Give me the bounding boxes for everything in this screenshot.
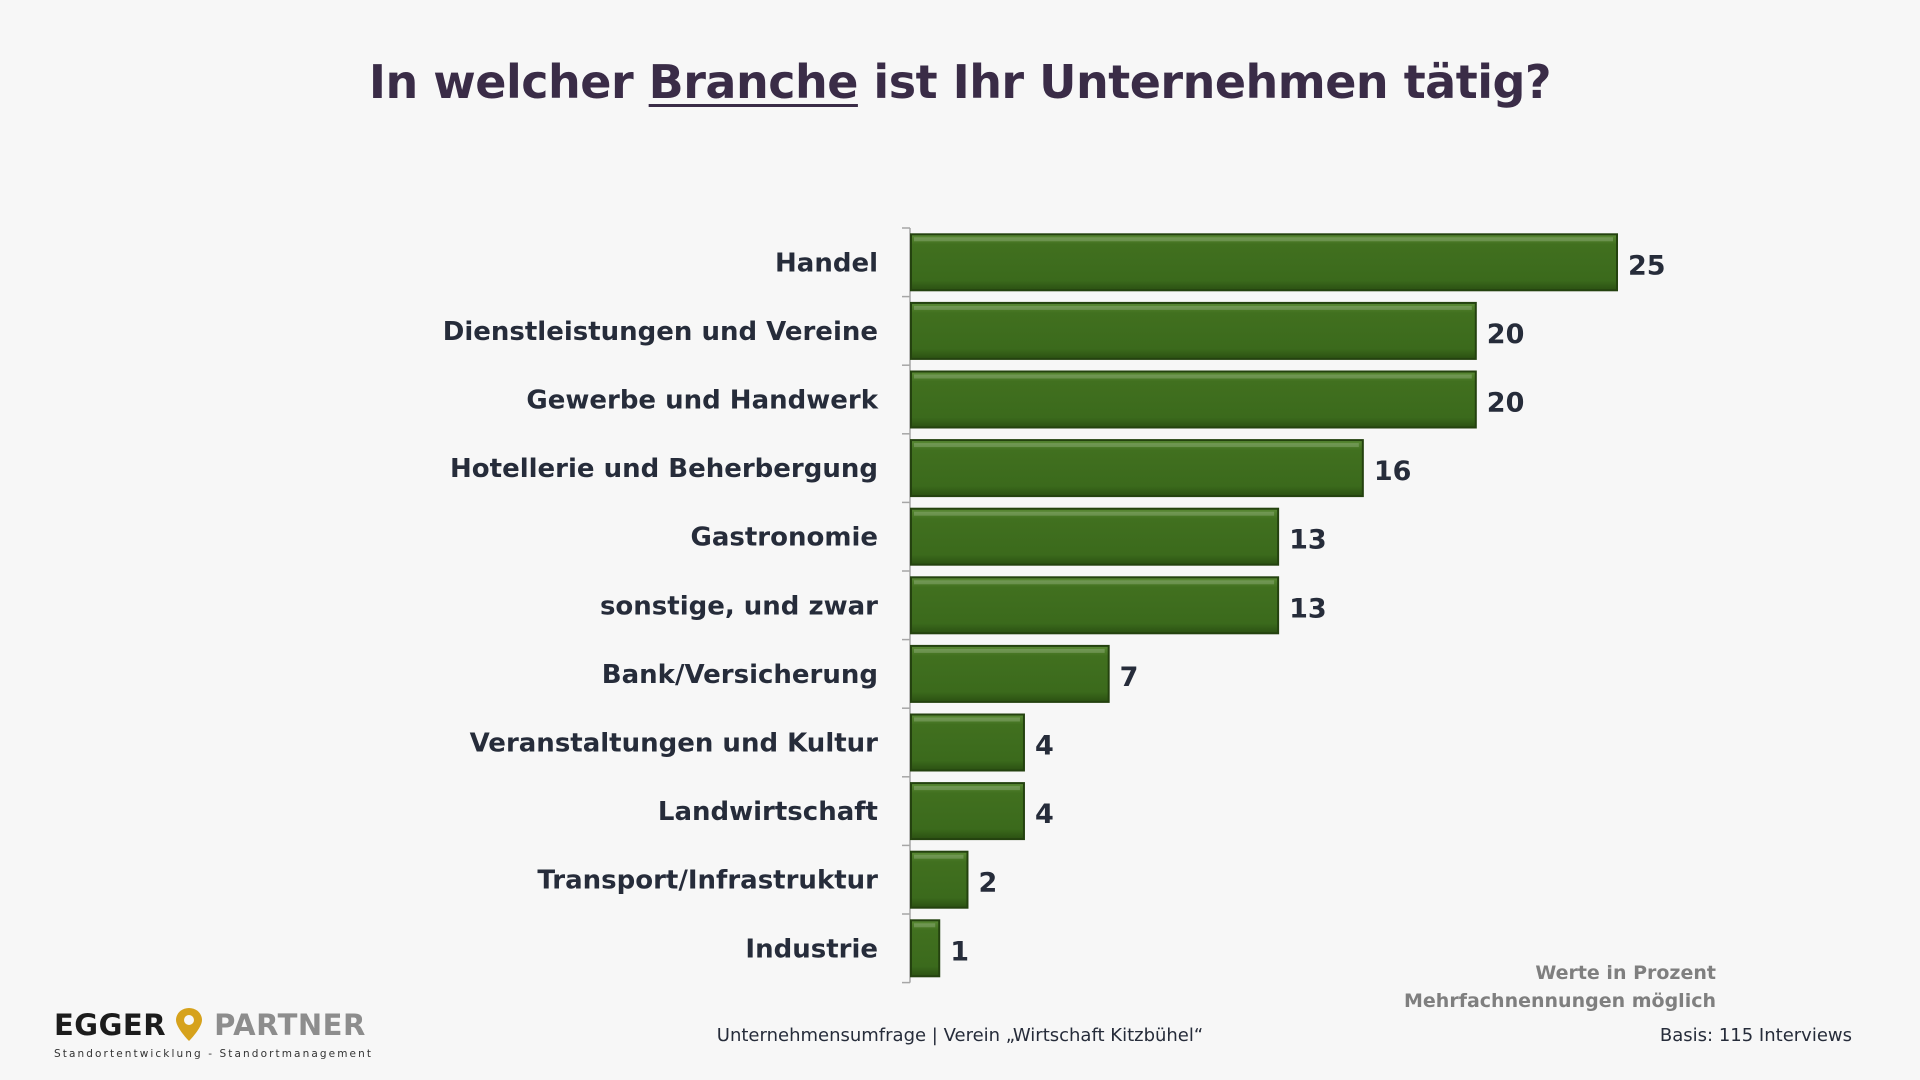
chart-title: In welcher Branche ist Ihr Unternehmen t… [0,55,1920,109]
bar-11 [910,919,941,978]
category-label: Bank/Versicherung [602,660,878,690]
title-emphasis: Branche [648,55,859,109]
value-label: 25 [1628,250,1666,281]
bar-highlight [914,580,1275,585]
bar-5 [910,507,1280,566]
category-label: Dienstleistungen und Vereine [443,317,878,347]
bar-6 [910,576,1280,635]
category-label: Veranstaltungen und Kultur [470,729,879,759]
value-label: 20 [1487,388,1525,419]
logo-wordmark: EGGER PARTNER [54,1006,373,1044]
value-label: 7 [1120,662,1139,693]
category-label: sonstige, und zwar [600,591,878,621]
logo-tagline: Standortentwicklung - Standortmanagement [54,1048,374,1060]
category-label: Hotellerie und Beherbergung [450,454,878,484]
bar-3 [910,370,1477,429]
bar-highlight [914,648,1105,653]
bar-highlight [914,717,1020,722]
value-label: 1 [950,936,969,967]
value-label: 16 [1374,456,1412,487]
bar-10 [910,850,969,909]
bar-7 [910,644,1110,703]
category-label: Transport/Infrastruktur [537,866,878,896]
value-label: 13 [1289,593,1327,624]
value-label: 13 [1289,525,1327,556]
bar-highlight [914,237,1613,242]
value-label: 4 [1035,799,1054,830]
company-logo: EGGER PARTNER Standortentwicklung - Stan… [54,1006,373,1060]
bar-1 [910,233,1618,292]
bar-highlight [914,511,1275,516]
bar-highlight [914,923,936,928]
title-prefix: In welcher [368,55,649,109]
category-label: Handel [775,248,878,278]
value-label: 2 [978,868,997,899]
value-label: 20 [1487,319,1525,350]
unit-note: Werte in Prozent [1535,962,1716,984]
bar-8 [910,713,1025,772]
bar-highlight [914,443,1359,448]
bar-4 [910,439,1364,498]
footer-source: Unternehmensumfrage | Verein „Wirtschaft… [716,1025,1204,1046]
basis-note: Basis: 115 Interviews [1659,1025,1852,1046]
bar-highlight [914,374,1472,379]
location-pin-icon [176,1008,203,1041]
logo-name-left: EGGER [54,1008,167,1042]
value-label: 4 [1035,731,1054,762]
category-label: Gewerbe und Handwerk [526,386,878,416]
title-suffix: ist Ihr Unternehmen tätig? [857,55,1552,109]
bar-chart: Handel 25 Dienstleistungen und Vereine 20 Ge… [443,227,1666,984]
category-label: Gastronomie [691,523,878,553]
bar-highlight [914,854,964,859]
bar-9 [910,782,1025,841]
bar-2 [910,301,1477,360]
category-label: Industrie [745,934,878,964]
multiple-answers-note: Mehrfachnennungen möglich [1404,990,1716,1012]
bar-highlight [914,305,1472,310]
logo-name-right: PARTNER [214,1008,366,1042]
bar-highlight [914,786,1020,791]
category-label: Landwirtschaft [658,797,878,827]
